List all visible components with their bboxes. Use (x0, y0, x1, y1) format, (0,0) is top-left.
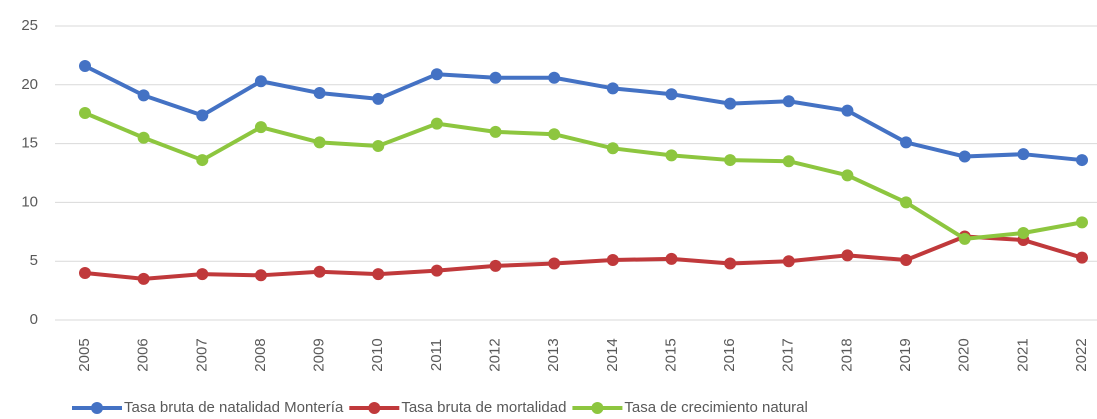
point (430, 117, 443, 130)
point (196, 109, 209, 122)
point (489, 125, 502, 138)
legend-label: Tasa bruta de natalidad Montería (124, 399, 344, 416)
point (548, 128, 561, 141)
x-tick-label: 2009 (311, 338, 328, 371)
x-tick-label: 2017 (780, 338, 797, 371)
series-line (84, 111, 1083, 241)
point (430, 68, 443, 81)
point (665, 252, 678, 265)
point (372, 139, 385, 152)
point (489, 71, 502, 84)
x-tick-label: 2011 (428, 339, 445, 371)
x-tick-label: 2018 (838, 338, 855, 371)
point (1076, 251, 1088, 264)
x-tick-label: 2019 (897, 338, 914, 371)
point (724, 154, 737, 167)
point (372, 268, 385, 281)
point (841, 104, 854, 117)
x-tick-label: 2007 (193, 338, 210, 371)
point (724, 97, 737, 110)
point (548, 71, 561, 84)
point (782, 155, 795, 168)
point (841, 169, 854, 182)
legend-marker (591, 402, 604, 414)
point (79, 107, 91, 120)
point (313, 136, 326, 149)
legend-marker (91, 402, 103, 414)
y-tick-label: 15 (21, 135, 38, 152)
point (665, 149, 678, 162)
x-tick-label: 2016 (721, 338, 738, 371)
x-tick-label: 2013 (545, 338, 562, 371)
point (841, 249, 854, 262)
point (489, 259, 502, 272)
x-tick-label: 2008 (252, 338, 269, 371)
x-tick-label: 2022 (1073, 338, 1090, 371)
point (958, 150, 971, 163)
point (137, 131, 150, 144)
point (196, 268, 209, 281)
x-tick-label: 2014 (604, 338, 621, 371)
point (606, 142, 619, 155)
point (254, 121, 267, 134)
x-tick-label: 2010 (369, 338, 386, 371)
point (430, 264, 443, 277)
y-tick-label: 20 (21, 76, 38, 93)
x-tick-label: 2015 (662, 338, 679, 371)
point (606, 254, 619, 267)
point (548, 257, 561, 270)
point (79, 266, 91, 279)
point (313, 265, 326, 278)
point (137, 272, 150, 285)
y-tick-label: 25 (21, 17, 38, 34)
point (665, 88, 678, 101)
point (606, 82, 619, 95)
x-tick-label: 2005 (76, 338, 93, 371)
point (958, 232, 971, 245)
point (900, 136, 913, 149)
legend-label: Tasa de crecimiento natural (624, 399, 807, 416)
y-tick-label: 0 (30, 311, 38, 328)
point (372, 92, 385, 105)
point (254, 269, 267, 282)
point (1017, 226, 1030, 239)
x-tick-label: 2012 (486, 338, 503, 371)
point (724, 257, 737, 270)
point (137, 89, 150, 102)
y-tick-label: 10 (21, 193, 38, 210)
point (196, 154, 209, 167)
point (1076, 216, 1088, 229)
point (1076, 154, 1088, 167)
point (900, 196, 913, 209)
x-tick-label: 2006 (135, 338, 152, 371)
legend-marker (368, 402, 381, 414)
x-tick-label: 2021 (1014, 338, 1031, 371)
point (79, 59, 91, 72)
series-line (84, 234, 1083, 281)
x-tick-label: 2020 (956, 338, 973, 371)
point (313, 87, 326, 100)
legend-label: Tasa bruta de mortalidad (401, 399, 566, 416)
y-tick-label: 5 (30, 252, 38, 269)
point (782, 255, 795, 268)
series-line (84, 64, 1083, 163)
point (1017, 148, 1030, 161)
point (254, 75, 267, 88)
point (900, 254, 913, 267)
point (782, 95, 795, 108)
